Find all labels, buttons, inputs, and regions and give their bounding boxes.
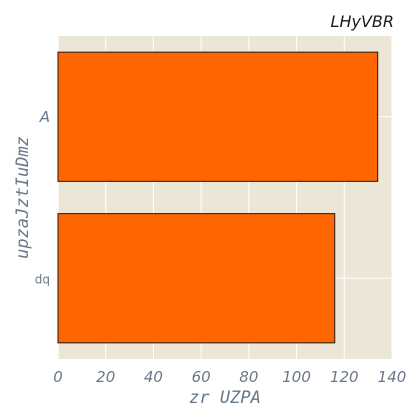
x-tick-label: 20 bbox=[96, 368, 115, 386]
bar-dq bbox=[57, 213, 336, 344]
x-tick-label: 80 bbox=[239, 368, 258, 386]
x-tick-label: 40 bbox=[144, 368, 163, 386]
x-tick-label: 60 bbox=[192, 368, 211, 386]
x-tick-label: 120 bbox=[330, 368, 359, 386]
chart-title: LHyVBR bbox=[331, 12, 394, 31]
x-tick-labels: 0 20 40 60 80 100 120 140 bbox=[53, 368, 406, 386]
x-tick-label: 140 bbox=[378, 368, 407, 386]
x-tick-label: 0 bbox=[53, 368, 63, 386]
y-axis-title: upzaJztIuDmz bbox=[13, 136, 33, 259]
x-axis-title: zr UZPA bbox=[189, 388, 261, 408]
bars bbox=[57, 51, 379, 344]
bar-A bbox=[57, 51, 379, 182]
y-category-labels: Adq bbox=[35, 108, 50, 287]
x-tick-label: 100 bbox=[282, 368, 311, 386]
y-category-label: A bbox=[39, 108, 50, 126]
y-category-label: dq bbox=[35, 272, 50, 286]
